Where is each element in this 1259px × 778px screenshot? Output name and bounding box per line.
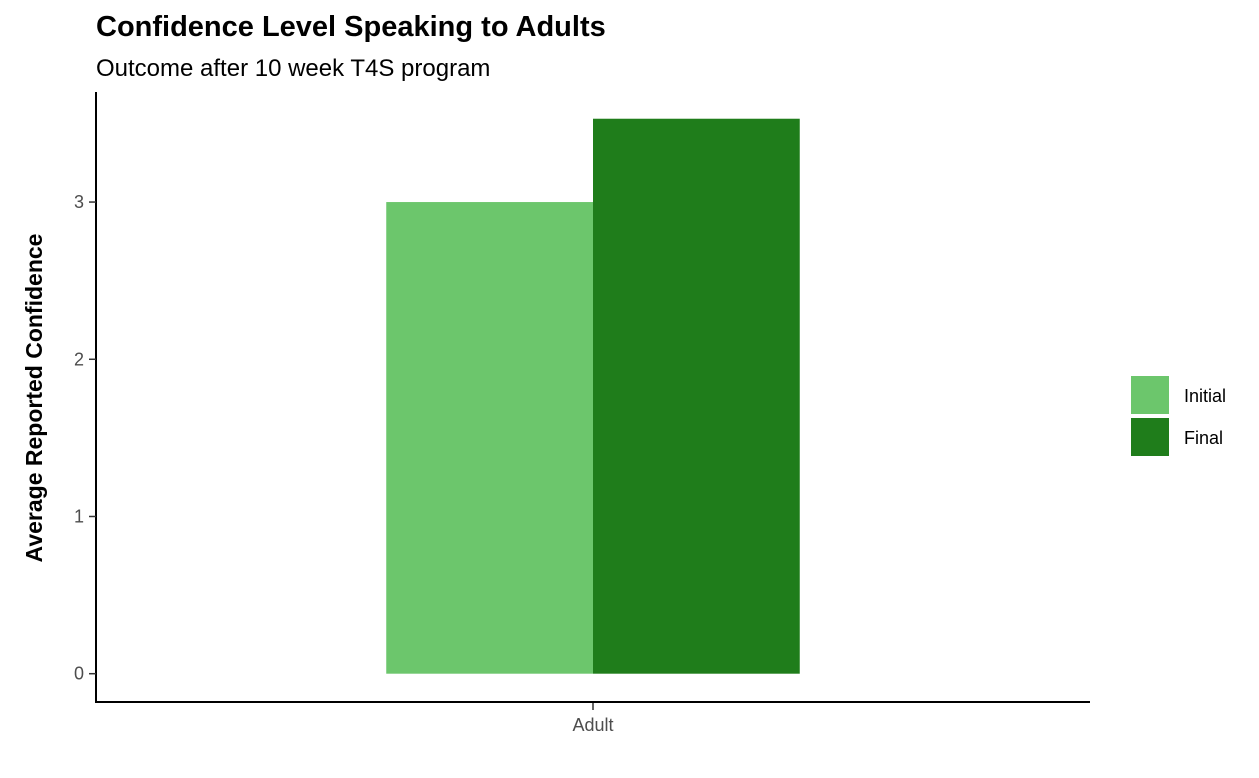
legend-label-initial: Initial xyxy=(1184,386,1226,406)
y-ticks-group: 0 1 2 3 xyxy=(74,192,96,684)
legend: Initial Final xyxy=(1131,376,1226,456)
legend-label-final: Final xyxy=(1184,428,1223,448)
chart-subtitle: Outcome after 10 week T4S program xyxy=(96,55,490,82)
y-tick-label: 1 xyxy=(74,506,84,526)
y-tick-label: 0 xyxy=(74,664,84,684)
y-axis-label: Average Reported Confidence xyxy=(21,234,47,563)
bar-final-adult xyxy=(593,118,800,674)
legend-key-final xyxy=(1131,418,1169,456)
x-ticks-group: Adult xyxy=(572,703,614,735)
chart-title: Confidence Level Speaking to Adults xyxy=(96,11,606,43)
bars-group xyxy=(386,118,800,674)
y-tick-label: 3 xyxy=(74,192,84,212)
y-tick-label: 2 xyxy=(74,349,84,369)
bar-initial-adult xyxy=(386,202,593,674)
x-tick-label: Adult xyxy=(572,715,613,735)
legend-key-initial xyxy=(1131,376,1169,414)
